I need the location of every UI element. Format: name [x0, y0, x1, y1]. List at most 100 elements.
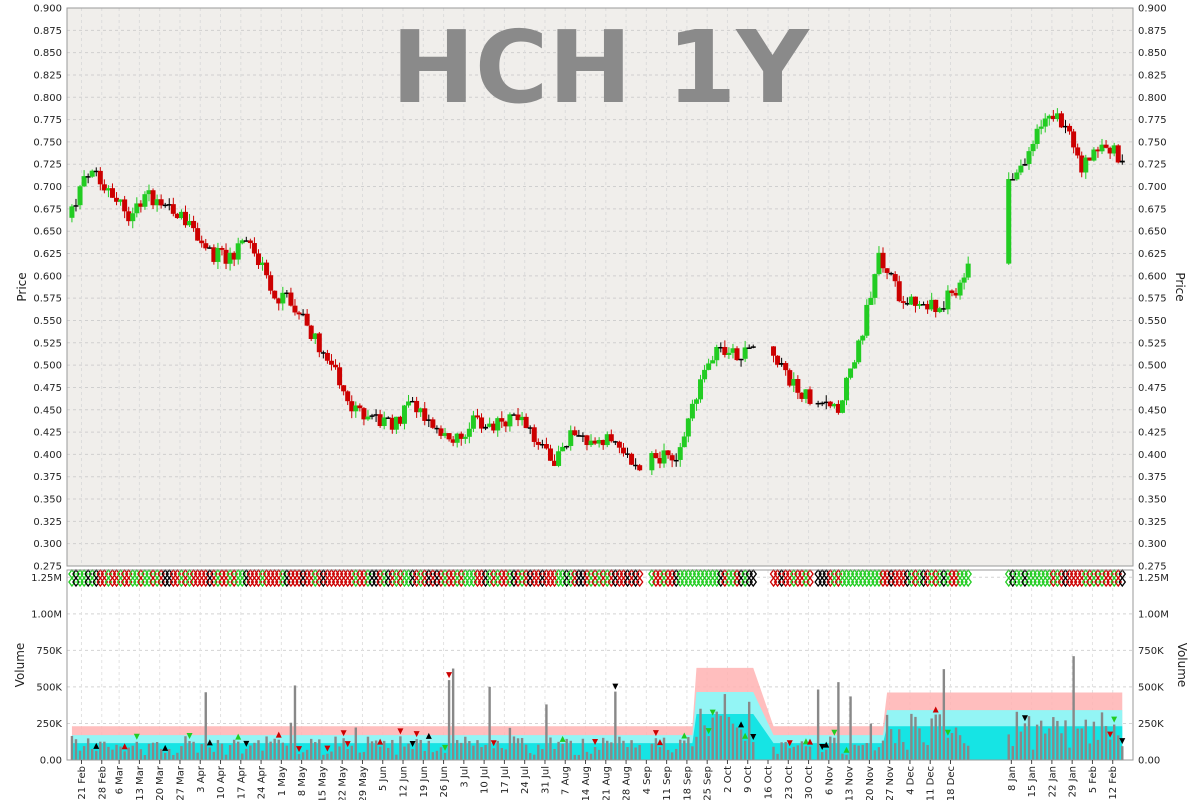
signal-marker — [627, 568, 636, 580]
volume-bar — [747, 701, 751, 760]
signal-marker — [1017, 568, 1025, 580]
signal-marker — [769, 576, 778, 588]
x-tick-label: 6 Nov — [824, 766, 835, 795]
candle-body — [884, 268, 890, 273]
signal-marker — [1094, 568, 1102, 580]
signal-marker — [485, 576, 494, 588]
candle-body — [304, 313, 310, 326]
signal-marker — [100, 576, 109, 588]
signal-marker — [1037, 568, 1045, 580]
candle-body — [872, 274, 878, 298]
signal-marker — [1098, 568, 1106, 580]
volume-bar — [873, 750, 877, 760]
candle-body — [775, 355, 781, 365]
signal-marker — [469, 576, 478, 588]
volume-bar — [269, 741, 272, 760]
volume-bar — [569, 740, 572, 760]
price-tick-label-right: 0.400 — [1138, 450, 1167, 461]
volume-arrow-marker — [324, 745, 331, 752]
signal-marker — [737, 576, 745, 588]
signal-marker — [858, 576, 867, 588]
volume-tick-label-right: 0.00 — [1138, 756, 1160, 767]
candle-body — [308, 325, 314, 339]
signal-marker — [128, 576, 137, 588]
candle-body — [300, 313, 306, 316]
volume-axis-title-right: Volume — [1175, 643, 1189, 688]
candle-body — [357, 405, 363, 409]
volume-bar — [322, 754, 325, 760]
signal-marker — [688, 568, 697, 580]
signal-marker — [153, 576, 161, 588]
x-tick-label: 27 Mar — [175, 765, 186, 800]
x-tick-label: 24 Apr — [257, 765, 268, 799]
price-tick-label-right: 0.600 — [1138, 271, 1167, 282]
signal-marker — [1025, 576, 1033, 588]
candle-body — [85, 176, 91, 178]
signal-marker — [911, 568, 920, 580]
volume-bar — [800, 741, 804, 760]
signal-marker — [871, 568, 879, 580]
volume-arrow-marker — [592, 739, 599, 746]
candle-body — [945, 290, 951, 310]
candle-body — [324, 352, 330, 361]
signal-marker — [891, 576, 899, 588]
volume-bar — [1096, 739, 1100, 760]
signal-marker — [522, 576, 530, 588]
signal-marker — [327, 576, 336, 588]
signal-marker — [676, 576, 685, 588]
signal-marker — [773, 576, 782, 588]
price-tick-label-right: 0.475 — [1138, 383, 1167, 394]
candle-body — [1042, 118, 1048, 127]
x-tick-label: 31 Jul — [540, 766, 551, 794]
signal-marker — [1029, 576, 1037, 588]
signal-marker — [266, 568, 275, 580]
price-tick-label-right: 0.875 — [1138, 26, 1167, 37]
candle-body — [726, 352, 732, 355]
signal-marker — [944, 576, 952, 588]
candle-body — [470, 415, 476, 429]
candle-body — [231, 252, 237, 260]
signal-marker — [931, 576, 940, 588]
candle-body — [746, 347, 752, 349]
signal-marker — [311, 576, 320, 588]
volume-bar — [204, 692, 207, 760]
price-tick-label-right: 0.500 — [1138, 361, 1167, 372]
candle-body — [929, 299, 935, 310]
volume-bar — [419, 739, 422, 760]
candle-body — [564, 445, 570, 448]
volume-bar — [334, 736, 337, 760]
candle-body — [803, 389, 809, 399]
price-tick-label-left: 0.625 — [33, 249, 62, 260]
signal-marker — [611, 568, 620, 580]
candle-body — [243, 240, 249, 242]
price-tick-label-left: 0.300 — [33, 539, 62, 550]
signal-marker — [1021, 568, 1029, 580]
volume-bar — [654, 738, 658, 760]
signal-marker — [749, 568, 758, 580]
signal-marker — [88, 576, 97, 588]
signal-marker — [708, 568, 717, 580]
signal-marker — [124, 568, 133, 580]
signal-marker — [680, 576, 689, 588]
volume-bar — [143, 755, 147, 760]
volume-bar — [837, 682, 840, 760]
signal-marker — [526, 576, 535, 588]
candle-body — [454, 433, 460, 443]
signal-marker — [1081, 576, 1090, 588]
signal-marker — [814, 576, 822, 588]
signal-marker — [441, 576, 449, 588]
signal-marker — [384, 568, 393, 580]
volume-arrow-marker — [831, 729, 838, 736]
signal-marker — [169, 568, 178, 580]
x-tick-label: 6 Mar — [115, 765, 126, 794]
candle-body — [1071, 131, 1077, 148]
volume-bar — [285, 745, 289, 760]
signal-marker — [619, 576, 628, 588]
signal-marker — [457, 568, 466, 580]
signal-marker — [222, 568, 230, 580]
signal-marker — [137, 568, 145, 580]
volume-bar — [780, 742, 783, 760]
volume-bar — [674, 748, 678, 760]
signal-marker — [899, 568, 908, 580]
signal-marker — [356, 568, 364, 580]
